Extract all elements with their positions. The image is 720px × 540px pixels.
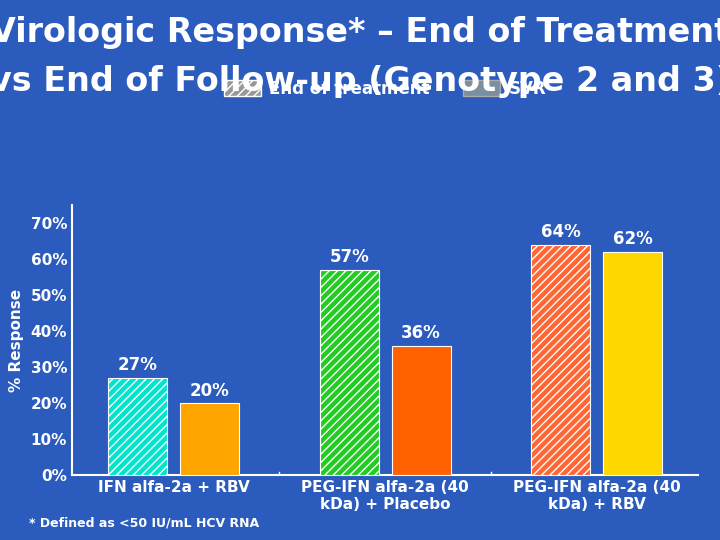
Text: 20%: 20% [189, 382, 230, 400]
Legend: End of treatment, SVR: End of treatment, SVR [218, 73, 552, 104]
Text: Virologic Response* – End of Treatment: Virologic Response* – End of Treatment [0, 16, 720, 49]
Bar [603, 252, 662, 475]
Y-axis label: % Response: % Response [9, 289, 24, 392]
Text: 36%: 36% [401, 324, 441, 342]
Bar [531, 245, 590, 475]
Text: 64%: 64% [541, 223, 581, 241]
Bar [180, 403, 239, 475]
Bar [320, 270, 379, 475]
Text: 27%: 27% [117, 356, 158, 374]
Text: vs End of Follow-up (Genotype 2 and 3): vs End of Follow-up (Genotype 2 and 3) [0, 65, 720, 98]
Text: 57%: 57% [329, 248, 369, 266]
Bar [392, 346, 451, 475]
Bar [108, 378, 167, 475]
Text: * Defined as <50 IU/mL HCV RNA: * Defined as <50 IU/mL HCV RNA [29, 516, 259, 529]
Text: 62%: 62% [613, 231, 652, 248]
